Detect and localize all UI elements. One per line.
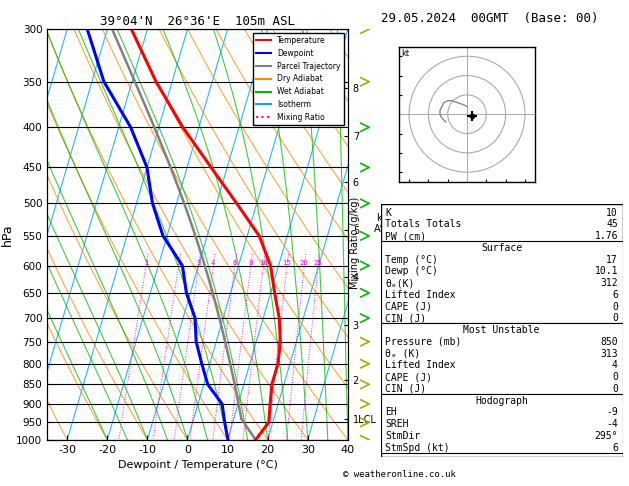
Text: 0: 0 [612,372,618,382]
Bar [381,323,623,394]
Text: StmSpd (kt): StmSpd (kt) [386,443,450,453]
Text: Surface: Surface [481,243,522,253]
Text: 25: 25 [314,260,323,266]
Text: 10.1: 10.1 [594,266,618,277]
Text: 1: 1 [144,260,148,266]
Text: 295°: 295° [594,431,618,441]
Text: PW (cm): PW (cm) [386,231,426,241]
Text: 3: 3 [196,260,201,266]
Text: 6: 6 [233,260,237,266]
Y-axis label: km
ASL: km ASL [374,213,392,235]
Text: EH: EH [386,407,397,417]
Text: 45: 45 [606,219,618,229]
Text: 6: 6 [612,443,618,453]
Text: Mixing Ratio (g/kg): Mixing Ratio (g/kg) [350,197,360,289]
Bar [381,241,623,323]
Text: Most Unstable: Most Unstable [464,325,540,335]
X-axis label: Dewpoint / Temperature (°C): Dewpoint / Temperature (°C) [118,460,277,470]
Text: 17: 17 [606,255,618,265]
Text: K: K [386,208,391,218]
Text: 1.76: 1.76 [594,231,618,241]
Text: -9: -9 [606,407,618,417]
Text: 8: 8 [248,260,253,266]
Text: Pressure (mb): Pressure (mb) [386,337,462,347]
Text: 6: 6 [612,290,618,300]
Text: SREH: SREH [386,419,409,429]
Text: CIN (J): CIN (J) [386,313,426,324]
Text: Hodograph: Hodograph [475,396,528,406]
Text: Totals Totals: Totals Totals [386,219,462,229]
Text: 850: 850 [600,337,618,347]
Text: kt: kt [401,49,409,57]
Title: 39°04'N  26°36'E  105m ASL: 39°04'N 26°36'E 105m ASL [100,15,295,28]
Text: 10: 10 [259,260,268,266]
Text: © weatheronline.co.uk: © weatheronline.co.uk [343,469,456,479]
Text: 0: 0 [612,384,618,394]
Text: CAPE (J): CAPE (J) [386,302,432,312]
Bar [381,394,623,453]
Text: 15: 15 [282,260,291,266]
Text: 10: 10 [606,208,618,218]
Text: 313: 313 [600,348,618,359]
Y-axis label: hPa: hPa [1,223,13,246]
Text: CIN (J): CIN (J) [386,384,426,394]
Text: 2: 2 [176,260,181,266]
Text: 20: 20 [300,260,309,266]
Legend: Temperature, Dewpoint, Parcel Trajectory, Dry Adiabat, Wet Adiabat, Isotherm, Mi: Temperature, Dewpoint, Parcel Trajectory… [253,33,344,125]
Text: 312: 312 [600,278,618,288]
Text: CAPE (J): CAPE (J) [386,372,432,382]
Text: -4: -4 [606,419,618,429]
Text: Temp (°C): Temp (°C) [386,255,438,265]
Text: 0: 0 [612,302,618,312]
Text: 4: 4 [211,260,216,266]
Text: θₑ (K): θₑ (K) [386,348,421,359]
Text: Lifted Index: Lifted Index [386,290,456,300]
Text: 4: 4 [612,361,618,370]
Text: Dewp (°C): Dewp (°C) [386,266,438,277]
Text: 29.05.2024  00GMT  (Base: 00): 29.05.2024 00GMT (Base: 00) [381,12,598,25]
Text: 0: 0 [612,313,618,324]
Text: Lifted Index: Lifted Index [386,361,456,370]
Text: θₑ(K): θₑ(K) [386,278,415,288]
Text: StmDir: StmDir [386,431,421,441]
